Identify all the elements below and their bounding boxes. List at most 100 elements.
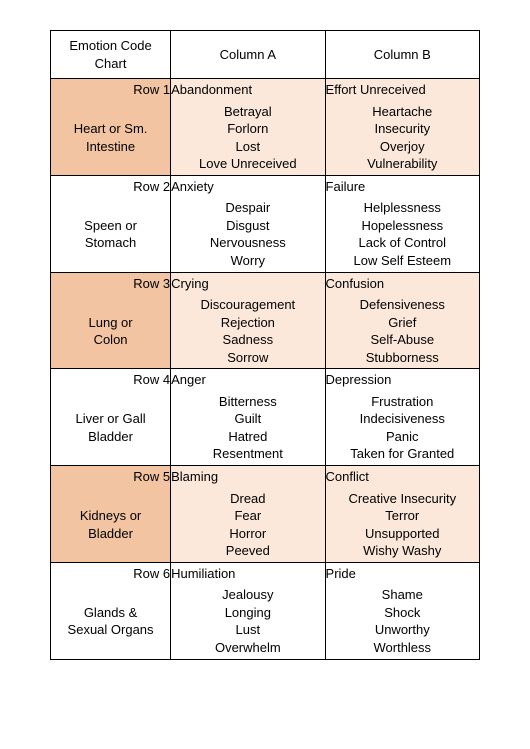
row-top-a: Abandonment [171, 79, 325, 101]
emotions-col-a: JealousyLongingLustOverwhelm [171, 584, 325, 659]
row-top-b: Depression [325, 369, 479, 391]
emotion-item: Indecisiveness [326, 410, 479, 428]
organ-line2: Colon [51, 331, 170, 349]
row-label-cell: Row 6 [51, 562, 171, 584]
emotion-item: Lust [171, 621, 324, 639]
emotion-item: Unsupported [326, 525, 479, 543]
row-label-cell: Row 3 [51, 272, 171, 294]
organ-line2: Intestine [51, 138, 170, 156]
row-top-a: Crying [171, 272, 325, 294]
emotion-item: Stubborness [326, 349, 479, 367]
emotion-item: Rejection [171, 314, 324, 332]
organ-line1: Glands & [51, 604, 170, 622]
organ-line2: Bladder [51, 428, 170, 446]
emotion-item: Panic [326, 428, 479, 446]
section-body-row: Lung orColonDiscouragementRejectionSadne… [51, 294, 480, 369]
section-top-row: Row 5BlamingConflict [51, 466, 480, 488]
section-body-row: Kidneys orBladderDreadFearHorrorPeevedCr… [51, 488, 480, 563]
emotion-item: Longing [171, 604, 324, 622]
section-top-row: Row 3CryingConfusion [51, 272, 480, 294]
emotion-item: Unworthy [326, 621, 479, 639]
emotions-col-a: BitternessGuiltHatredResentment [171, 391, 325, 466]
emotions-col-b: Creative InsecurityTerrorUnsupportedWish… [325, 488, 479, 563]
header-title-line2: Chart [95, 56, 127, 71]
emotions-col-a: DiscouragementRejectionSadnessSorrow [171, 294, 325, 369]
organ-label: Glands &Sexual Organs [51, 584, 171, 659]
emotion-item: Nervousness [171, 234, 324, 252]
section-top-row: Row 4AngerDepression [51, 369, 480, 391]
section-body-row: Speen orStomachDespairDisgustNervousness… [51, 197, 480, 272]
emotion-item: Sorrow [171, 349, 324, 367]
organ-line1: Heart or Sm. [51, 120, 170, 138]
organ-line1: Kidneys or [51, 507, 170, 525]
header-col-b: Column B [325, 31, 479, 79]
emotion-item: Grief [326, 314, 479, 332]
emotion-item: Low Self Esteem [326, 252, 479, 270]
organ-label: Lung orColon [51, 294, 171, 369]
organ-line2: Stomach [51, 234, 170, 252]
organ-label: Speen orStomach [51, 197, 171, 272]
emotion-item: Discouragement [171, 296, 324, 314]
row-top-b: Failure [325, 175, 479, 197]
emotion-item: Forlorn [171, 120, 324, 138]
emotion-item: Bitterness [171, 393, 324, 411]
emotion-item: Peeved [171, 542, 324, 560]
emotion-item: Helplessness [326, 199, 479, 217]
row-top-a: Blaming [171, 466, 325, 488]
section-top-row: Row 2AnxietyFailure [51, 175, 480, 197]
emotion-item: Creative Insecurity [326, 490, 479, 508]
emotion-item: Worthless [326, 639, 479, 657]
emotion-item: Vulnerability [326, 155, 479, 173]
emotion-item: Overjoy [326, 138, 479, 156]
emotions-col-a: DespairDisgustNervousnessWorry [171, 197, 325, 272]
organ-line2: Bladder [51, 525, 170, 543]
section-body-row: Glands &Sexual OrgansJealousyLongingLust… [51, 584, 480, 659]
section-body-row: Liver or GallBladderBitternessGuiltHatre… [51, 391, 480, 466]
emotion-item: Taken for Granted [326, 445, 479, 463]
row-top-a: Humiliation [171, 562, 325, 584]
emotions-col-a: BetrayalForlornLostLove Unreceived [171, 101, 325, 176]
emotions-col-b: FrustrationIndecisivenessPanicTaken for … [325, 391, 479, 466]
emotion-item: Wishy Washy [326, 542, 479, 560]
emotion-item: Lost [171, 138, 324, 156]
emotion-code-table: Emotion Code Chart Column A Column B Row… [50, 30, 480, 660]
emotions-col-b: HeartacheInsecurityOverjoyVulnerability [325, 101, 479, 176]
emotion-item: Worry [171, 252, 324, 270]
emotion-item: Shame [326, 586, 479, 604]
row-label-cell: Row 4 [51, 369, 171, 391]
emotion-item: Disgust [171, 217, 324, 235]
emotion-item: Resentment [171, 445, 324, 463]
organ-line1: Lung or [51, 314, 170, 332]
emotion-item: Horror [171, 525, 324, 543]
organ-label: Liver or GallBladder [51, 391, 171, 466]
header-title-line1: Emotion Code [69, 38, 151, 53]
emotion-item: Defensiveness [326, 296, 479, 314]
organ-line1: Liver or Gall [51, 410, 170, 428]
emotion-item: Hopelessness [326, 217, 479, 235]
row-top-a: Anger [171, 369, 325, 391]
emotions-col-b: DefensivenessGriefSelf-AbuseStubborness [325, 294, 479, 369]
row-top-b: Pride [325, 562, 479, 584]
table-header-row: Emotion Code Chart Column A Column B [51, 31, 480, 79]
header-title: Emotion Code Chart [51, 31, 171, 79]
row-top-a: Anxiety [171, 175, 325, 197]
section-body-row: Heart or Sm.IntestineBetrayalForlornLost… [51, 101, 480, 176]
organ-label: Heart or Sm.Intestine [51, 101, 171, 176]
emotion-item: Fear [171, 507, 324, 525]
emotion-item: Hatred [171, 428, 324, 446]
organ-line2: Sexual Organs [51, 621, 170, 639]
emotion-item: Sadness [171, 331, 324, 349]
emotion-item: Guilt [171, 410, 324, 428]
organ-line1: Speen or [51, 217, 170, 235]
emotion-item: Insecurity [326, 120, 479, 138]
emotion-item: Despair [171, 199, 324, 217]
emotion-item: Heartache [326, 103, 479, 121]
section-top-row: Row 1AbandonmentEffort Unreceived [51, 79, 480, 101]
row-top-b: Effort Unreceived [325, 79, 479, 101]
page: Emotion Code Chart Column A Column B Row… [0, 0, 530, 690]
emotions-col-a: DreadFearHorrorPeeved [171, 488, 325, 563]
row-top-b: Conflict [325, 466, 479, 488]
emotion-item: Shock [326, 604, 479, 622]
emotion-item: Jealousy [171, 586, 324, 604]
organ-label: Kidneys orBladder [51, 488, 171, 563]
